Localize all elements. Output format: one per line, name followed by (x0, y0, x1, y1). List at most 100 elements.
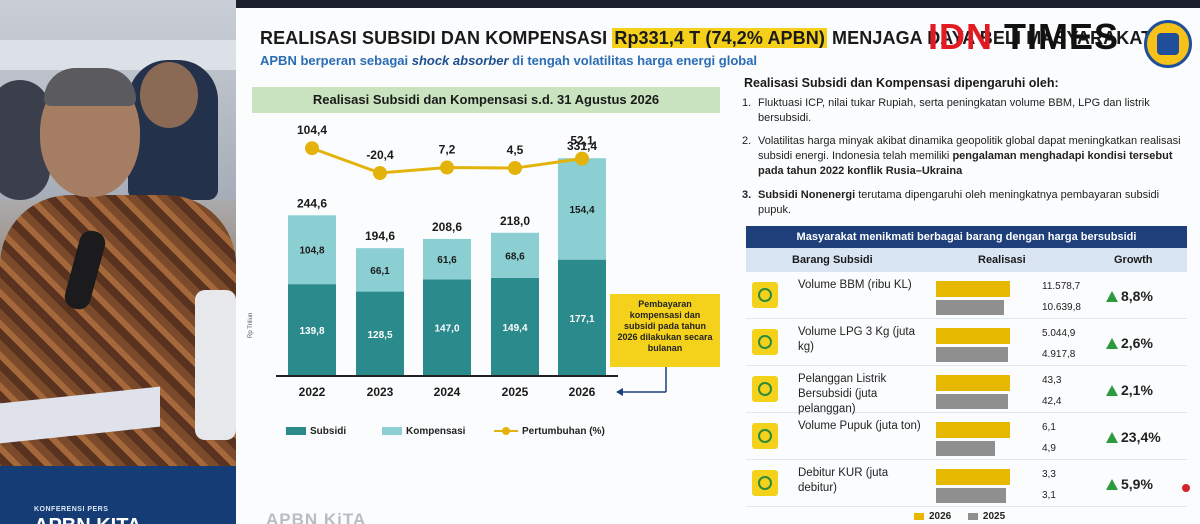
bar-kompensasi-2025 (491, 232, 539, 278)
logo-times: TIMES (1004, 16, 1120, 57)
goods-name: Debitur KUR (juta debitur) (798, 467, 889, 494)
bar-2025 (936, 394, 1009, 409)
speaker-hair (44, 68, 136, 106)
growth-value: 2,1% (1106, 382, 1153, 398)
up-arrow-icon (1106, 338, 1118, 349)
value-2026: 43,3 (1042, 375, 1062, 386)
table-row: Pelanggan Listrik Bersubsidi (juta pelan… (746, 366, 1187, 415)
factor-point-2: 2. Volatilitas harga minyak akibat dinami… (742, 134, 1188, 179)
idn-times-logo: IDN TIMES (928, 16, 1119, 58)
hand-coin-icon (752, 470, 778, 496)
lightning-icon (752, 376, 778, 402)
label-total-2024: 208,6 (432, 220, 462, 234)
bar-2025 (936, 347, 1009, 362)
col-header-goods: Barang Subsidi (792, 254, 873, 266)
growth-point-2026 (575, 151, 589, 166)
point-text-bold: pengalaman menghadapi kondisi tersebut p… (758, 150, 1173, 177)
x-tick-2023: 2023 (367, 385, 394, 399)
bar-2026 (936, 281, 1010, 297)
label-subsidi-2026: 177,1 (569, 314, 594, 325)
subsidy-chart: 139,8 104,8 244,6 2022 128,5 66,1 194,6 2023 147… (276, 123, 667, 399)
video-banner: KONFERENSI PERS APBN KITA (0, 466, 236, 524)
goods-name: Volume LPG 3 Kg (juta kg) (798, 326, 915, 353)
slide-subtitle: APBN berperan sebagai shock absorber di … (260, 53, 757, 68)
chart-title-bar: Realisasi Subsidi dan Kompensasi s.d. 31… (252, 87, 720, 113)
growth-value: 2,6% (1106, 335, 1153, 351)
background-person-head (140, 62, 198, 128)
title-highlight: Rp331,4 T (74,2% APBN) (612, 28, 827, 48)
table-header: Masyarakat menikmati berbagai barang den… (746, 226, 1187, 248)
label-kompensasi-2023: 66,1 (370, 266, 390, 277)
point-text: Subsidi Nonenergi terutama dipengaruhi o… (758, 188, 1188, 218)
legend-swatch-kompensasi (382, 427, 402, 436)
label-kompensasi-2025: 68,6 (505, 251, 525, 262)
up-arrow-icon (1106, 432, 1118, 443)
legend-growth: Pertumbuhan (%) (494, 426, 605, 437)
legend-swatch-growth (494, 427, 518, 436)
legend-label-kompensasi: Kompensasi (406, 426, 466, 437)
legend-swatch-2025 (967, 512, 978, 520)
bar-2026 (936, 422, 1010, 438)
subtitle-pre: APBN berperan sebagai (260, 53, 412, 68)
subtitle-italic: shock absorber (411, 53, 509, 68)
fertilizer-icon (752, 423, 778, 449)
pointer-dot (1182, 484, 1190, 492)
bar-2026 (936, 375, 1010, 391)
growth-value: 5,9% (1106, 476, 1153, 492)
growth-text: 23,4% (1121, 429, 1161, 445)
growth-text: 2,1% (1121, 382, 1153, 398)
goods-name: Volume BBM (ribu KL) (798, 279, 912, 291)
point-text: Volatilitas harga minyak akibat dinamika… (758, 134, 1188, 179)
bar-subsidi-2023 (356, 291, 404, 376)
ministry-emblem-icon (1144, 20, 1192, 68)
fuel-pump-icon (752, 282, 778, 308)
point-text-regular: terutama dipengaruhi oleh meningkatnya p… (758, 189, 1160, 216)
label-kompensasi-2022: 104,8 (299, 246, 324, 257)
growth-value: 23,4% (1106, 429, 1161, 445)
growth-label-2024: 7,2 (439, 143, 456, 157)
footer-watermark: APBN KiTA (266, 510, 367, 524)
subsidized-goods-table: Masyarakat menikmati berbagai barang den… (746, 226, 1187, 507)
point-number: 3. (742, 189, 752, 201)
label-subsidi-2023: 128,5 (367, 330, 392, 341)
title-post: MENJAGA DAYA BELI MASYARAKAT (826, 28, 1153, 48)
label-subsidi-2022: 139,8 (299, 326, 324, 337)
label-total-2025: 218,0 (500, 214, 530, 228)
logo-idn: IDN (928, 16, 993, 57)
up-arrow-icon (1106, 291, 1118, 302)
banner-label: KONFERENSI PERS (34, 506, 109, 513)
legend-swatch-2026 (914, 512, 924, 520)
point-text-bold: Subsidi Nonenergi (758, 189, 856, 201)
payment-note: Pembayaran kompensasi dan subsidi pada t… (610, 294, 720, 367)
legend-subsidi: Subsidi (286, 426, 346, 437)
value-2025: 42,4 (1042, 396, 1062, 407)
table-legend: 2026 2025 (914, 511, 1005, 522)
legend-label-growth: Pertumbuhan (%) (522, 426, 605, 437)
x-tick-2022: 2022 (299, 385, 326, 399)
note-arrowhead (616, 388, 623, 396)
table-row: Volume Pupuk (juta ton) 6,1 4,9 23,4% (746, 413, 1187, 460)
value-2025: 4,9 (1042, 443, 1056, 454)
goods-name: Volume Pupuk (juta ton) (798, 420, 921, 432)
value-2026: 5.044,9 (1042, 328, 1076, 339)
bar-2025 (936, 300, 1004, 315)
legend-kompensasi: Kompensasi (382, 426, 465, 437)
y-axis-label: Rp Triliun (248, 312, 254, 338)
x-tick-2026: 2026 (569, 385, 596, 399)
bar-subsidi-2026 (558, 259, 606, 376)
legend-label-subsidi: Subsidi (310, 426, 347, 437)
chart-title: Realisasi Subsidi dan Kompensasi s.d. 31… (312, 92, 660, 107)
point-text: Fluktuasi ICP, nilai tukar Rupiah, serta… (758, 97, 1150, 124)
factor-point-1: 1. Fluktuasi ICP, nilai tukar Rupiah, ser… (742, 96, 1188, 126)
growth-text: 5,9% (1121, 476, 1153, 492)
bar-2026 (936, 469, 1010, 485)
bar-2026 (936, 328, 1010, 344)
value-2025: 3,1 (1042, 490, 1056, 501)
goods-name: Pelanggan Listrik Bersubsidi (juta pelan… (798, 373, 887, 415)
bar-kompensasi-2022 (288, 215, 336, 285)
bar-kompensasi-2026 (558, 158, 606, 260)
legend-label-2025: 2025 (982, 511, 1006, 522)
gas-cylinder-icon (752, 329, 778, 355)
label-subsidi-2024: 147,0 (434, 324, 459, 335)
bar-2025 (936, 441, 996, 456)
